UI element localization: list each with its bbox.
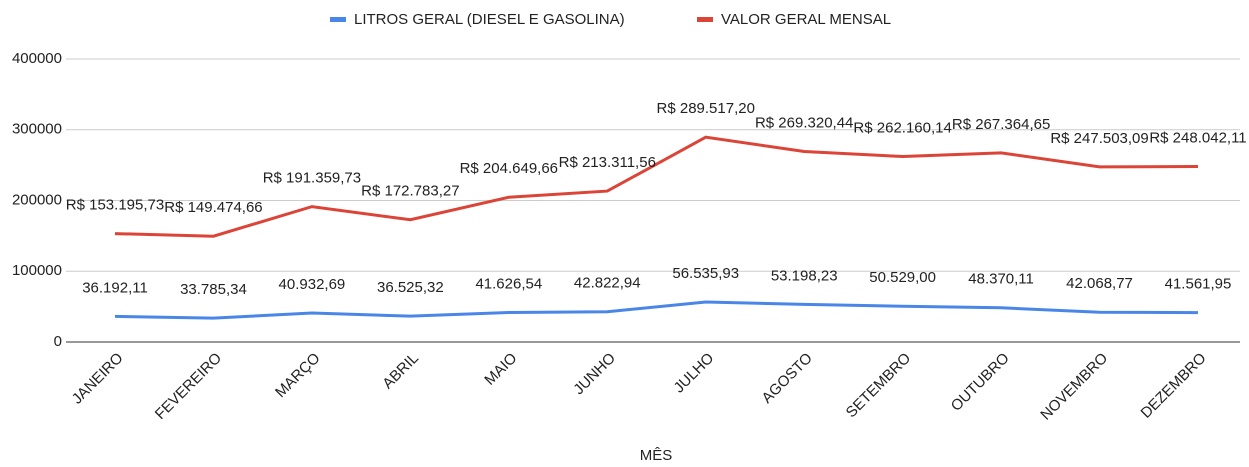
x-tick-label: OUTUBRO bbox=[948, 350, 1013, 415]
x-axis-title: MÊS bbox=[640, 447, 673, 464]
y-tick-label: 400000 bbox=[12, 50, 62, 67]
data-label: 42.822,94 bbox=[574, 275, 641, 292]
data-label: R$ 247.503,09 bbox=[1050, 130, 1148, 147]
data-label: R$ 172.783,27 bbox=[361, 183, 459, 200]
data-label: R$ 191.359,73 bbox=[263, 170, 361, 187]
x-tick-label: JANEIRO bbox=[69, 350, 127, 408]
x-tick-label: JUNHO bbox=[570, 350, 619, 399]
x-tick-label: MAIO bbox=[481, 350, 520, 389]
data-label: R$ 149.474,66 bbox=[164, 199, 262, 216]
series-line bbox=[114, 135, 1199, 238]
data-label: 53.198,23 bbox=[771, 267, 838, 284]
legend-swatch bbox=[697, 17, 713, 22]
y-tick-label: 0 bbox=[54, 333, 62, 350]
data-label: R$ 213.311,56 bbox=[559, 154, 656, 171]
x-tick-label: SETEMBRO bbox=[843, 350, 915, 422]
data-label: R$ 289.517,20 bbox=[657, 100, 755, 117]
x-tick-label: ABRIL bbox=[379, 350, 422, 393]
data-label: R$ 267.364,65 bbox=[952, 116, 1050, 133]
data-label: R$ 248.042,11 bbox=[1149, 129, 1246, 146]
data-label: 48.370,11 bbox=[968, 271, 1034, 288]
x-tick-label: MARÇO bbox=[272, 350, 324, 402]
legend-label: LITROS GERAL (DIESEL E GASOLINA) bbox=[354, 11, 625, 28]
data-label: 36.525,32 bbox=[377, 279, 444, 296]
legend-label: VALOR GERAL MENSAL bbox=[721, 11, 891, 28]
data-label: 56.535,93 bbox=[672, 265, 739, 282]
series-line bbox=[114, 300, 1199, 320]
x-tick-label: AGOSTO bbox=[759, 350, 816, 407]
data-label: 36.192,11 bbox=[82, 279, 148, 296]
data-label: R$ 269.320,44 bbox=[755, 114, 853, 131]
data-label: R$ 262.160,14 bbox=[853, 119, 951, 136]
x-tick-label: NOVEMBRO bbox=[1037, 350, 1111, 424]
x-tick-label: DEZEMBRO bbox=[1137, 350, 1209, 422]
data-label: R$ 153.195,73 bbox=[66, 197, 164, 214]
data-label: 41.561,95 bbox=[1165, 276, 1232, 293]
y-tick-label: 100000 bbox=[12, 262, 62, 279]
legend-swatch bbox=[330, 17, 346, 22]
y-tick-label: 300000 bbox=[12, 121, 62, 138]
data-label: R$ 204.649,66 bbox=[460, 160, 558, 177]
x-tick-label: FEVEREIRO bbox=[152, 350, 225, 423]
data-label: 42.068,77 bbox=[1066, 275, 1133, 292]
x-tick-label: JULHO bbox=[671, 350, 718, 397]
data-label: 40.932,69 bbox=[279, 276, 346, 293]
data-label: 33.785,34 bbox=[180, 281, 247, 298]
data-label: 41.626,54 bbox=[475, 276, 542, 293]
y-tick-label: 200000 bbox=[12, 191, 62, 208]
data-label: 50.529,00 bbox=[869, 269, 936, 286]
